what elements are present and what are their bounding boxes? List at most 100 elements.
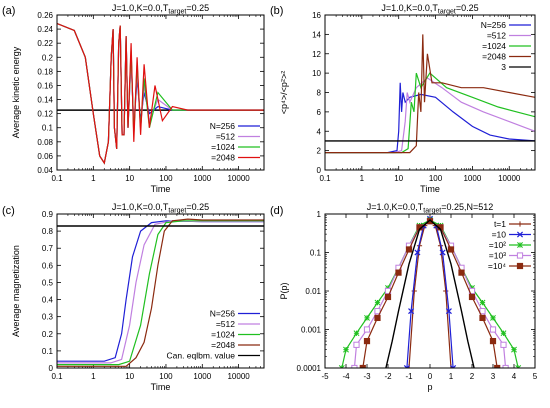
x-tick-label: 3 <box>491 372 496 381</box>
chart-title: J=1.0,K=0.0,Ttarget=0.25 <box>381 3 478 16</box>
legend-label: =1024 <box>211 330 235 340</box>
data-point <box>403 364 410 368</box>
y-tick-label: 6 <box>317 108 322 117</box>
x-tick-label: 10 <box>125 372 134 381</box>
legend-label: Can. eqlbm. value <box>166 351 235 361</box>
legend-label: t=1 <box>494 219 506 229</box>
y-tick-label: 0.5 <box>42 278 54 287</box>
data-point <box>468 293 476 301</box>
x-axis-label: Time <box>420 184 440 194</box>
x-tick-label: 100 <box>159 174 173 183</box>
x-tick-label: 1000 <box>193 372 211 381</box>
x-tick-label: 10 <box>394 174 403 183</box>
y-tick-label: 1 <box>317 210 322 219</box>
legend-label: =512 <box>216 132 235 142</box>
legend-label: N=256 <box>210 121 236 131</box>
legend-label: =2048 <box>211 340 235 350</box>
x-tick-label: 2 <box>470 372 475 381</box>
data-point <box>516 231 524 238</box>
series-line <box>57 22 264 165</box>
y-tick-label: 0.16 <box>37 81 53 90</box>
data-point <box>363 337 371 345</box>
data-point <box>364 314 370 321</box>
x-tick-label: 1 <box>449 372 454 381</box>
legend-label: 3 <box>501 62 506 72</box>
data-point <box>374 314 381 322</box>
x-tick-label: 10000 <box>498 174 521 183</box>
x-tick-label: 0.1 <box>51 372 63 381</box>
data-point <box>517 221 523 227</box>
data-point <box>374 299 381 306</box>
x-axis-label: Time <box>151 382 171 392</box>
chart-panel: (c) J=1.0,K=0.0,Ttarget=0.25 Time Average m… <box>2 202 265 392</box>
data-point <box>479 314 486 322</box>
chart-title: J=1.0,K=0.0,Ttarget=0.25 <box>112 3 209 16</box>
legend-label: N=256 <box>210 309 236 319</box>
x-tick-label: 1 <box>91 174 96 183</box>
legend-label: =512 <box>487 31 506 41</box>
data-point <box>343 346 349 353</box>
y-tick-label: 10 <box>312 69 321 78</box>
plot-area <box>325 34 535 154</box>
x-tick-label: 1000 <box>193 174 211 183</box>
chart-panel: (b) J=1.0,K=0.0,Ttarget=0.25 Time <p⁴>/<p²>… <box>270 3 536 194</box>
series-line <box>325 72 535 154</box>
y-axis-label: <p⁴>/<p²>² <box>279 71 289 114</box>
x-tick-label: 10000 <box>227 174 250 183</box>
series-line <box>57 218 264 367</box>
y-tick-label: 8 <box>317 89 322 98</box>
data-point <box>479 299 486 306</box>
x-tick-label: 1 <box>91 372 96 381</box>
data-point <box>458 269 465 276</box>
legend-label: =2048 <box>211 153 235 163</box>
legend-label: =10³ <box>489 251 506 261</box>
series-line <box>325 77 535 154</box>
y-tick-label: 0.4 <box>42 296 54 305</box>
legend-label: =1024 <box>211 142 235 152</box>
series-line <box>325 34 535 154</box>
y-tick-label: 0.1 <box>42 124 54 133</box>
legend-label: =10 <box>492 230 507 240</box>
y-tick-label: 16 <box>312 11 321 20</box>
y-tick-label: 0.0001 <box>297 364 322 373</box>
plot-frame <box>324 14 536 171</box>
x-tick-label: 100 <box>429 174 443 183</box>
y-tick-label: 0.26 <box>37 11 53 20</box>
y-tick-label: 2 <box>317 147 322 156</box>
y-tick-label: 0.24 <box>37 25 53 34</box>
data-point <box>426 218 434 225</box>
y-tick-label: 0.3 <box>42 313 54 322</box>
y-tick-label: 0.7 <box>42 244 54 253</box>
chart-title: J=1.0,K=0.0,Ttarget=0.25 <box>112 202 209 215</box>
data-point <box>353 330 360 337</box>
series-line <box>385 219 475 368</box>
data-point <box>353 341 360 348</box>
data-point <box>489 337 497 345</box>
data-point <box>517 242 523 248</box>
plot-frame <box>324 213 536 369</box>
data-point <box>479 308 486 315</box>
plot-frame <box>56 14 265 171</box>
x-tick-label: -2 <box>384 372 392 381</box>
data-point <box>489 326 497 333</box>
panel-label: (a) <box>2 5 15 17</box>
y-tick-label: 0.14 <box>37 96 53 105</box>
y-tick-label: 0 <box>49 364 54 373</box>
legend-label: =2048 <box>482 52 506 62</box>
x-tick-label: 0.1 <box>51 174 63 183</box>
data-point <box>450 364 457 368</box>
chart-panel: (d) J=1.0,K=0.0,Ttarget=0.25,N=512 p P(p) -5… <box>270 202 538 392</box>
data-point <box>363 326 371 333</box>
y-tick-label: 0.01 <box>305 287 321 296</box>
series-line <box>353 220 507 368</box>
x-axis-label: Time <box>151 184 171 194</box>
x-tick-label: -4 <box>342 372 350 381</box>
data-point <box>411 288 417 294</box>
y-tick-label: 0.04 <box>37 166 53 175</box>
panel-label: (c) <box>2 205 15 217</box>
y-tick-label: 0.1 <box>42 347 54 356</box>
y-tick-label: 0.22 <box>37 39 53 48</box>
legend-label: =512 <box>216 319 235 329</box>
y-tick-label: 0.06 <box>37 152 53 161</box>
